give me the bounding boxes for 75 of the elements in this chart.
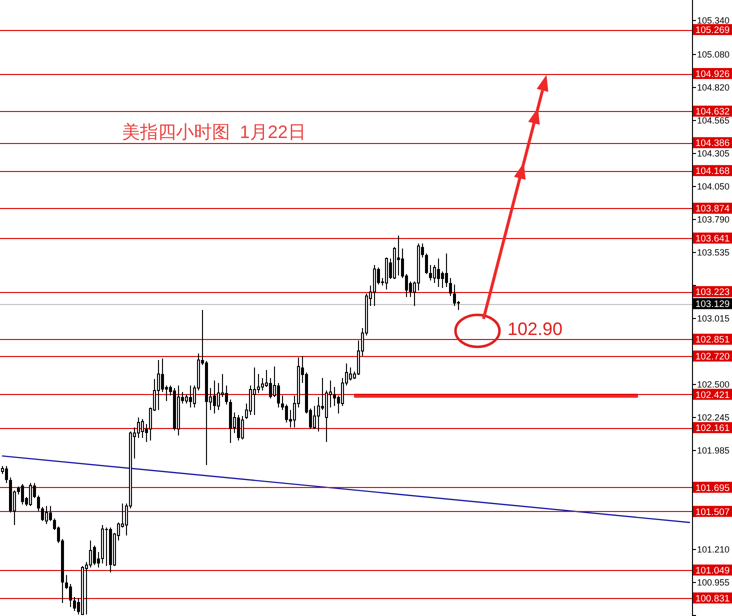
- candlestick: [157, 359, 160, 410]
- y-tick-label: 103.790: [697, 214, 730, 225]
- ref-line-label: 102.720: [695, 352, 730, 363]
- candlestick: [241, 416, 244, 440]
- candlestick: [249, 384, 252, 416]
- candlestick: [269, 377, 272, 399]
- y-tick-label: 100.955: [697, 578, 730, 588]
- candlestick: [73, 596, 76, 612]
- candlestick: [317, 396, 320, 432]
- ref-line-label: 104.168: [695, 166, 730, 178]
- ref-line-label: 101.695: [695, 482, 730, 494]
- candlestick: [433, 264, 436, 284]
- ref-line-label: 103.874: [695, 204, 730, 215]
- candlestick: [189, 384, 192, 408]
- candlestick: [313, 405, 316, 430]
- ref-line-label: 101.507: [695, 506, 730, 518]
- ref-line-label: 104.926: [695, 69, 730, 80]
- text: 美指四小时图 1月22日: [122, 122, 306, 142]
- candlestick: [349, 367, 352, 381]
- candlestick: [21, 484, 24, 506]
- candlestick: [257, 373, 260, 394]
- y-tick-label: 103.535: [697, 248, 730, 258]
- candlestick: [429, 264, 432, 281]
- y-tick-label: 103.015: [697, 314, 730, 324]
- candlestick: [89, 540, 92, 568]
- ref-line-label: 104.632: [695, 106, 730, 118]
- ref-line-label: 100.831: [695, 593, 730, 604]
- y-tick-label: 102.500: [697, 380, 730, 390]
- candlestick: [425, 253, 428, 275]
- candlestick: [373, 264, 376, 307]
- y-tick-label: 102.245: [697, 412, 730, 423]
- candlestick: [237, 414, 240, 442]
- candlestick: [37, 495, 40, 512]
- y-tick-label: 104.050: [697, 182, 730, 192]
- candlestick: [445, 253, 448, 288]
- candlestick: [253, 367, 256, 416]
- candlestick: [161, 358, 164, 392]
- candlestick: [397, 235, 400, 276]
- y-tick-label: 104.565: [697, 116, 730, 126]
- candlestick: [261, 377, 264, 392]
- y-tick-label: 105.340: [697, 16, 730, 26]
- y-tick-label: 101.985: [697, 446, 730, 456]
- candlestick: [277, 382, 280, 408]
- candlestick: [49, 505, 52, 522]
- ref-line-label: 103.223: [695, 287, 730, 298]
- candlestick: [137, 416, 140, 438]
- y-tick-label: 104.820: [697, 82, 730, 93]
- ref-line-label: 103.129: [695, 299, 730, 310]
- candlestick: [5, 466, 8, 484]
- candlestick: [213, 380, 216, 414]
- candlestick: [333, 386, 336, 406]
- candlestick: [45, 505, 48, 524]
- annotation: 102.90: [507, 318, 563, 339]
- ref-line-label: 103.641: [695, 234, 730, 245]
- candlestick: [437, 258, 440, 288]
- candlestick: [41, 506, 44, 522]
- y-tick-label: 104.305: [697, 148, 730, 159]
- candlestick: [449, 277, 452, 296]
- candlestick: [225, 384, 228, 406]
- y-tick-label: 105.080: [697, 50, 730, 60]
- ref-line-label: 104.386: [695, 138, 730, 150]
- candlestick: [217, 382, 220, 410]
- ref-line-label: 105.269: [695, 25, 730, 36]
- candlestick: [141, 418, 144, 438]
- ref-line-label: 102.851: [695, 334, 730, 346]
- candlestick: [69, 583, 72, 608]
- y-tick-label: 101.210: [697, 544, 730, 555]
- ref-line-label: 101.049: [695, 566, 730, 577]
- ref-line-label: 102.421: [695, 390, 730, 401]
- candlestick: [453, 284, 456, 307]
- candlestick: [29, 482, 32, 506]
- ref-line-label: 102.161: [695, 423, 730, 434]
- candlestick: [93, 545, 96, 566]
- candlestick: [285, 404, 288, 424]
- candlestick: [441, 271, 444, 289]
